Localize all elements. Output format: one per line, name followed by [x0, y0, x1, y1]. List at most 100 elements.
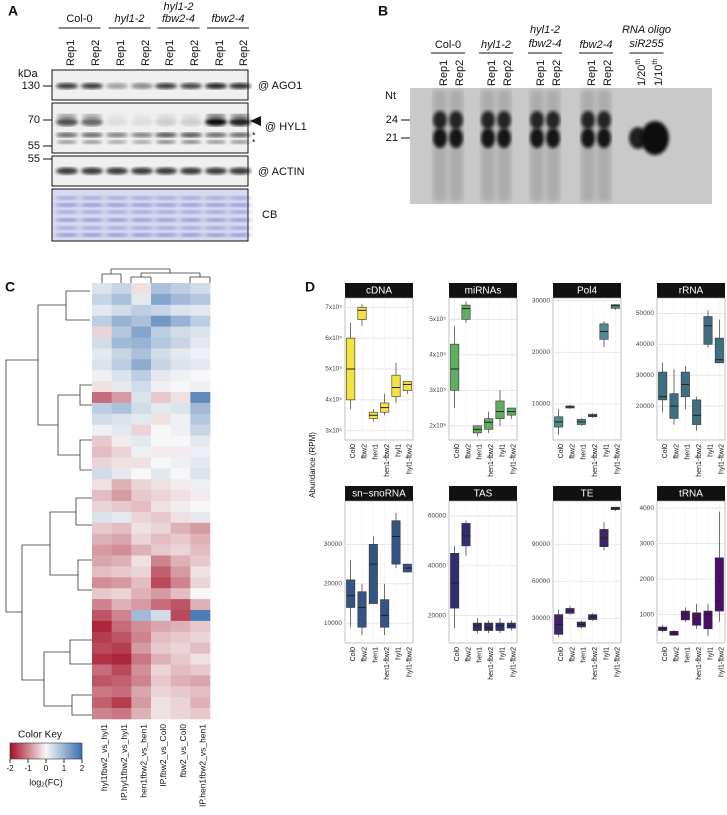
rep-label: Rep2 — [551, 60, 563, 86]
rep-label: Rep1 — [115, 40, 127, 66]
unit-label: Nt — [385, 90, 396, 102]
facet-strip — [657, 486, 725, 501]
x-tick-label: hen1-fbw2 — [696, 444, 703, 477]
band — [181, 140, 201, 144]
band — [105, 218, 129, 222]
band — [80, 203, 104, 207]
band — [229, 83, 251, 89]
heatmap-cell — [190, 304, 211, 316]
heatmap-cell — [92, 555, 112, 567]
x-tick-label: fbw2 — [673, 647, 680, 662]
facet-title: sn−snoRNA — [352, 489, 406, 500]
heatmap-cell — [190, 511, 211, 524]
band — [154, 226, 178, 230]
x-tick-label: fbw2 — [361, 444, 368, 459]
heatmap-cell — [190, 468, 211, 480]
band — [57, 114, 77, 118]
heatmap-cell — [190, 675, 211, 687]
heatmap-cell — [170, 599, 191, 611]
heatmap-cell — [131, 620, 152, 633]
band — [106, 167, 128, 175]
y-tick-label: 20000 — [428, 612, 446, 619]
heatmap-cell — [111, 337, 132, 349]
box — [714, 337, 724, 364]
plot-panel — [656, 297, 726, 441]
heatmap-cell — [92, 293, 112, 306]
band — [80, 218, 104, 222]
heatmap-cell — [111, 446, 132, 458]
heatmap-cell — [190, 588, 211, 600]
color-key-label: log₂(FC) — [29, 777, 63, 787]
heatmap-cell — [190, 533, 211, 545]
heatmap-cell — [131, 446, 152, 458]
heatmap-cell — [131, 457, 152, 469]
heatmap-cell — [151, 424, 171, 436]
box — [484, 622, 494, 631]
heatmap-cell — [111, 490, 132, 502]
box — [680, 610, 690, 621]
heatmap-cell — [190, 642, 211, 654]
band — [228, 226, 252, 230]
column-label: hyl1fbw2_vs_hyl1 — [99, 724, 109, 791]
heatmap-cell — [92, 457, 112, 469]
rep-label: Rep1 — [535, 60, 547, 86]
facet-strip — [345, 283, 413, 298]
band — [156, 140, 176, 144]
oligo-dilution: 1/10 — [653, 65, 665, 86]
heatmap-cell — [92, 315, 112, 327]
heatmap-cell — [131, 599, 152, 611]
band — [154, 210, 178, 214]
facet-title: Pol4 — [577, 286, 597, 297]
size-marker: 21 — [386, 132, 398, 144]
oligo-lane-label: 1/20th — [635, 59, 648, 86]
heatmap-cell — [131, 413, 152, 425]
heatmap-cell — [170, 675, 191, 687]
heatmap-cell — [111, 653, 132, 665]
y-tick-label: 30000 — [532, 297, 550, 304]
heatmap-cell — [111, 392, 132, 404]
box — [484, 418, 494, 430]
heatmap-cell — [170, 555, 191, 567]
heatmap-cell — [111, 424, 132, 436]
heatmap-cell — [111, 381, 132, 393]
heatmap-cell — [131, 708, 152, 720]
heatmap-cell — [131, 315, 152, 327]
rep-label: Rep2 — [602, 60, 614, 86]
band — [433, 111, 447, 129]
heatmap-cell — [111, 501, 132, 513]
rep-label: Rep2 — [502, 60, 514, 86]
band — [204, 218, 228, 222]
facet-strip — [553, 283, 621, 298]
heatmap-cell — [131, 381, 152, 393]
panel-label: D — [305, 279, 315, 295]
heatmap-cell — [151, 457, 171, 469]
heatmap-cell — [111, 577, 132, 589]
heatmap-cell — [190, 555, 211, 567]
band — [132, 140, 152, 144]
plot-panel — [656, 500, 726, 644]
band — [230, 114, 250, 118]
size-marker: 55 — [28, 153, 40, 165]
heatmap-cell — [170, 490, 191, 502]
heatmap-cell — [92, 424, 112, 436]
heatmap-cell — [92, 304, 112, 316]
heatmap-cell — [111, 283, 132, 295]
band — [154, 196, 178, 200]
heatmap-cell — [92, 370, 112, 382]
heatmap-cell — [170, 653, 191, 665]
genotype-label: hyl1-2 — [481, 39, 511, 51]
heatmap-cell — [151, 402, 171, 415]
x-tick-label: hyl1-fbw2 — [615, 647, 622, 677]
box — [357, 591, 367, 628]
band — [80, 196, 104, 200]
heatmap-cell — [131, 511, 152, 524]
band — [179, 226, 203, 230]
heatmap-cell — [190, 610, 211, 622]
heatmap-cell — [92, 326, 112, 338]
band — [641, 121, 669, 155]
plot-panel — [344, 500, 414, 644]
heatmap-cell — [190, 599, 211, 611]
x-tick-label: hen1 — [373, 444, 380, 460]
rep-label: Rep1 — [214, 40, 226, 66]
heatmap-cell — [190, 370, 211, 382]
